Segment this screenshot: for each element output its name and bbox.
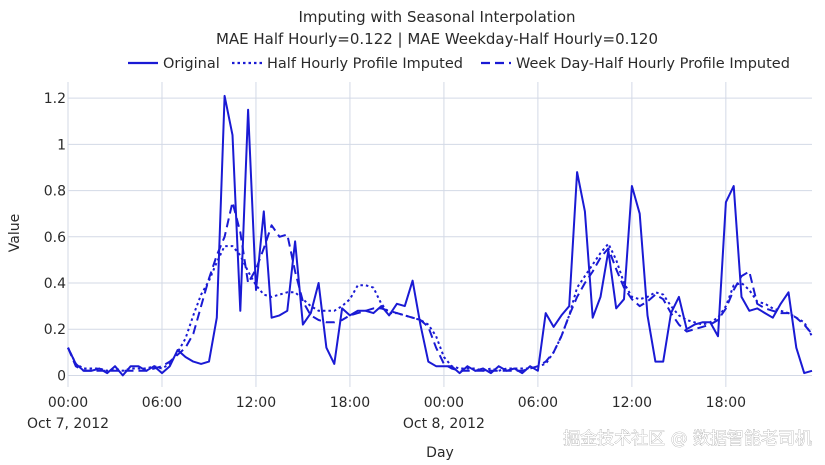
x-tick-date-label: Oct 8, 2012 [403,416,485,432]
series-half-hourly-line [67,242,813,372]
x-tick-label: 00:00 [424,395,464,411]
x-tick-label: 00:00 [48,395,88,411]
y-tick-label: 0.8 [44,184,66,200]
y-tick-label: 0.6 [44,230,66,246]
legend-label-weekday-half-hourly: Week Day-Half Hourly Profile Imputed [516,56,790,72]
series-original-line [67,94,813,377]
y-tick-label: 1 [57,137,66,153]
grid [67,82,812,387]
series-weekday-half-hourly-line [67,201,813,372]
chart-subtitle: MAE Half Hourly=0.122 | MAE Weekday-Half… [216,30,658,48]
legend-label-original: Original [163,56,220,72]
x-tick-label: 12:00 [236,395,276,411]
x-axis-ticks: 00:00 Oct 7, 2012 06:00 12:00 18:00 00:00 Oct … [27,395,746,432]
watermark: 掘金技术社区 @ 数据智能老司机 [563,429,812,449]
x-tick-label: 06:00 [142,395,182,411]
y-tick-label: 1.2 [44,91,66,107]
x-tick-date-label: Oct 7, 2012 [27,416,109,432]
legend-item-half-hourly[interactable]: Half Hourly Profile Imputed [232,56,463,72]
series-layer [67,94,813,377]
legend[interactable]: Original Half Hourly Profile Imputed Wee… [128,56,790,72]
legend-item-weekday-half-hourly[interactable]: Week Day-Half Hourly Profile Imputed [481,56,790,72]
y-tick-label: 0 [57,368,66,384]
x-tick-label: 18:00 [706,395,746,411]
legend-item-original[interactable]: Original [128,56,220,72]
x-tick-label: 12:00 [612,395,652,411]
legend-label-half-hourly: Half Hourly Profile Imputed [267,56,463,72]
x-axis-label: Day [426,445,454,461]
y-axis-ticks: 0 0.2 0.4 0.6 0.8 1 1.2 [44,91,66,384]
x-tick-label: 18:00 [330,395,370,411]
x-tick-label: 06:00 [518,395,558,411]
y-tick-label: 0.4 [44,276,66,292]
chart-title: Imputing with Seasonal Interpolation [298,8,575,26]
y-axis-label: Value [7,214,23,252]
y-tick-label: 0.2 [44,322,66,338]
